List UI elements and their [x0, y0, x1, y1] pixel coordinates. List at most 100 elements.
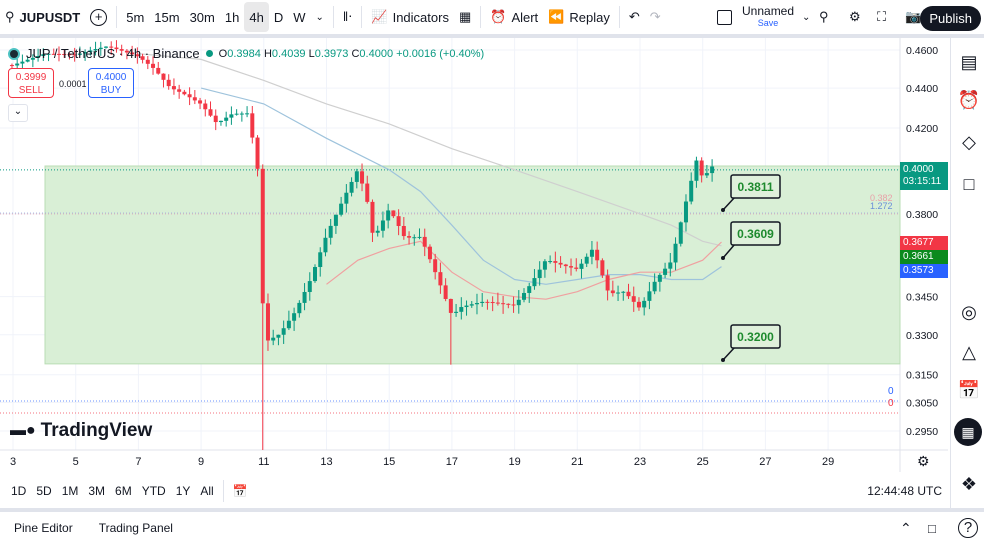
- tab-pine-editor[interactable]: Pine Editor: [14, 521, 73, 535]
- candle-body: [683, 201, 688, 223]
- range-1d[interactable]: 1D: [11, 484, 27, 498]
- candle-body: [166, 79, 171, 87]
- range-1m[interactable]: 1M: [61, 484, 79, 498]
- calendar-icon[interactable]: 📅: [957, 380, 981, 400]
- range-3m[interactable]: 3M: [88, 484, 106, 498]
- publish-button[interactable]: Publish: [920, 6, 981, 31]
- fullscreen-button[interactable]: ⛶: [872, 2, 891, 32]
- replay-button[interactable]: ⏪ Replay: [543, 2, 615, 32]
- interval-15m[interactable]: 15m: [154, 9, 180, 25]
- tradingview-watermark: ▬● TradingView: [10, 420, 153, 441]
- interval-w[interactable]: W: [293, 9, 306, 25]
- candle-body: [448, 298, 453, 313]
- tab-trading-panel[interactable]: Trading Panel: [98, 521, 173, 535]
- candle-body: [130, 52, 135, 55]
- candle-body: [490, 302, 495, 304]
- callout-anchor: [721, 358, 725, 362]
- layout-button[interactable]: Unnamed Save ⌄: [712, 2, 815, 32]
- templates-button[interactable]: ▦: [454, 2, 476, 32]
- fib-zero-label: 0: [888, 398, 894, 409]
- range-ytd[interactable]: YTD: [141, 484, 166, 498]
- settings-button[interactable]: ⚙: [844, 2, 866, 32]
- candle-body: [563, 264, 568, 267]
- candle-body: [328, 225, 333, 238]
- alarm-clock-icon[interactable]: ⏰: [957, 90, 981, 110]
- candle-body: [344, 192, 349, 204]
- range-5d[interactable]: 5D: [36, 484, 52, 498]
- ideas-icon[interactable]: △: [962, 342, 976, 362]
- candle-body: [177, 89, 182, 92]
- candle-body: [657, 274, 662, 282]
- candle-body: [386, 210, 391, 221]
- clock-time[interactable]: 12:44:48 UTC: [867, 484, 942, 498]
- quick-search-button[interactable]: ⚲: [814, 2, 834, 32]
- callout-anchor: [721, 208, 725, 212]
- maximize-icon[interactable]: □: [928, 520, 936, 536]
- signal-icon[interactable]: ❖: [960, 474, 978, 494]
- search-icon: ⚲: [5, 9, 15, 24]
- redo-icon: ↷: [649, 9, 661, 24]
- layout-name: Unnamed: [742, 4, 795, 18]
- symbol-search[interactable]: ⚲ JUPUSDT: [0, 2, 85, 32]
- chart-canvas[interactable]: 3 5 7 9 11 13 15 17 19 21 23 25 27 29 0.4600 0.4400 0.42…: [0, 38, 948, 472]
- candle-body: [41, 54, 46, 57]
- chart-type-button[interactable]: ‖⋅: [338, 2, 358, 32]
- time-axis-label: 23: [634, 456, 646, 468]
- candle-body: [412, 237, 417, 239]
- price-axis-label: 0.4200: [906, 123, 938, 135]
- candle-body: [265, 303, 270, 341]
- time-axis-label: 11: [258, 456, 269, 468]
- redo-button[interactable]: ↷: [645, 2, 666, 32]
- candle-body: [401, 226, 406, 237]
- collapse-legend-button[interactable]: ⌄: [8, 104, 28, 122]
- interval-5m[interactable]: 5m: [126, 9, 145, 25]
- interval-4h[interactable]: 4h: [244, 2, 269, 32]
- time-axis-settings-icon[interactable]: ⚙: [917, 453, 930, 469]
- sell-button[interactable]: 0.3999 SELL: [8, 68, 54, 98]
- callout-pointer: [722, 243, 736, 259]
- candle-body: [109, 46, 114, 48]
- chevron-up-icon[interactable]: ⌃: [900, 519, 912, 536]
- candle-body: [407, 236, 412, 238]
- callout-label: 0.3811: [737, 180, 773, 194]
- price-axis-label: 0.2950: [906, 426, 938, 438]
- go-to-date-button[interactable]: 📅: [228, 480, 253, 502]
- symbol-name: JUPUSDT: [19, 9, 81, 25]
- candle-body: [9, 65, 14, 67]
- range-all[interactable]: All: [200, 484, 214, 498]
- candle-body: [229, 114, 234, 118]
- apps-grid-icon[interactable]: ▦: [954, 418, 982, 446]
- ohlc-values: O0.3984 H0.4039 L0.3973 C0.4000 +0.0016 …: [218, 47, 485, 60]
- candle-body: [537, 269, 542, 279]
- snapshot-button[interactable]: 📷: [900, 2, 926, 32]
- candle-body: [318, 252, 323, 268]
- interval-1h[interactable]: 1h: [224, 9, 240, 25]
- watchlist-icon[interactable]: ▤: [960, 52, 978, 72]
- interval-dropdown[interactable]: ⌄: [310, 2, 328, 32]
- candle-body: [636, 301, 641, 308]
- indicators-button[interactable]: 📈 Indicators: [366, 2, 454, 32]
- callout-box: [730, 324, 781, 349]
- legend-title[interactable]: JUP / TetherUS · 4h · Binance: [26, 46, 200, 61]
- candle-body: [631, 296, 636, 302]
- buy-button[interactable]: 0.4000 BUY: [88, 68, 134, 98]
- candle-body: [260, 168, 265, 304]
- candle-body: [600, 260, 605, 276]
- interval-d[interactable]: D: [273, 9, 284, 25]
- compare-symbol-button[interactable]: +: [85, 2, 112, 32]
- candle-body: [286, 320, 291, 329]
- help-icon[interactable]: ?: [958, 518, 978, 538]
- chat-icon[interactable]: □: [963, 174, 975, 194]
- candle-body: [589, 249, 594, 257]
- range-1y[interactable]: 1Y: [175, 484, 191, 498]
- undo-button[interactable]: ↶: [624, 2, 645, 32]
- candle-body: [396, 216, 401, 227]
- interval-30m[interactable]: 30m: [189, 9, 215, 25]
- candle-body: [558, 262, 563, 265]
- layers-icon[interactable]: ◇: [962, 132, 976, 152]
- target-icon[interactable]: ◎: [961, 302, 977, 322]
- chart-pane[interactable]: 3 5 7 9 11 13 15 17 19 21 23 25 27 29 0.4600 0.4400 0.42…: [0, 38, 948, 472]
- range-6m[interactable]: 6M: [115, 484, 132, 498]
- candle-body: [302, 291, 307, 303]
- alert-button[interactable]: ⏰ Alert: [485, 2, 543, 32]
